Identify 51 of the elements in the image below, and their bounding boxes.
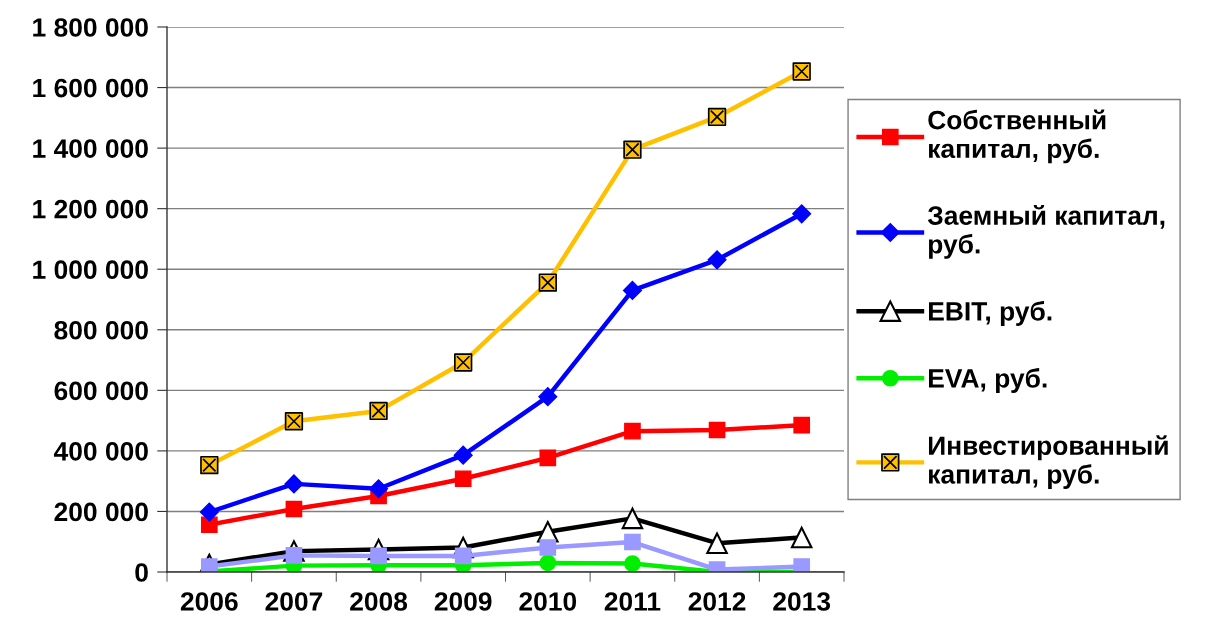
x-tick-label: 2007: [265, 592, 323, 611]
x-tick-label: 2008: [350, 592, 408, 611]
point: [792, 62, 811, 81]
point: [624, 555, 641, 572]
x-tick-label: 2006: [180, 592, 238, 611]
x-tick-label: 2011: [604, 592, 661, 611]
point: [539, 554, 557, 572]
point: [793, 416, 811, 434]
y-tick-label: 1 000 000: [33, 260, 148, 280]
y-tick-label: 1 800 000: [33, 18, 148, 37]
point: [200, 558, 218, 572]
point: [454, 470, 472, 488]
point: [539, 449, 557, 467]
point: [285, 500, 303, 518]
point: [199, 502, 219, 522]
point: [707, 250, 727, 270]
x-tick-label: 2013: [773, 592, 831, 611]
point: [706, 532, 728, 554]
y-tick-label: 1 200 000: [33, 199, 148, 219]
point: [792, 204, 812, 224]
point: [790, 526, 813, 549]
y-tick-label: 0: [135, 563, 148, 582]
point: [369, 479, 389, 499]
y-tick-label: 200 000: [54, 502, 148, 522]
point: [369, 401, 388, 421]
point: [624, 533, 641, 551]
legend-label: EBIT, руб.: [928, 301, 1052, 326]
point: [539, 539, 557, 556]
point: [621, 507, 644, 530]
point: [454, 353, 473, 372]
point: [624, 422, 641, 440]
y-tick-label: 400 000: [53, 442, 148, 461]
point: [623, 140, 642, 159]
point: [453, 445, 473, 465]
point: [622, 280, 642, 300]
point: [793, 558, 811, 572]
legend-label: Заемный капитал, руб.: [927, 205, 1165, 259]
legend-label: EVA, руб.: [928, 368, 1047, 393]
legend-label: Собственный капитал, руб.: [928, 109, 1106, 164]
y-tick-label: 1 400 000: [33, 139, 148, 158]
x-tick-label: 2010: [519, 592, 577, 611]
y-tick-label: 1 600 000: [33, 78, 148, 98]
point: [708, 421, 726, 439]
legend-label: Инвестированный капитал, руб.: [928, 435, 1168, 489]
point: [538, 387, 558, 407]
y-tick-label: 800 000: [54, 320, 148, 340]
y-tick-label: 600 000: [54, 381, 148, 401]
point: [538, 273, 557, 292]
point: [284, 474, 304, 494]
x-tick-label: 2012: [688, 592, 746, 611]
x-tick-label: 2009: [434, 592, 492, 611]
